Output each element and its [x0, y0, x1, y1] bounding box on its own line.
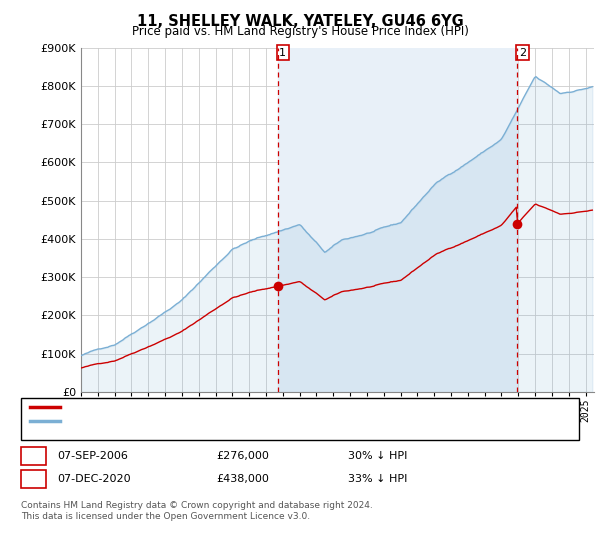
Text: 1: 1	[280, 48, 286, 58]
Text: 11, SHELLEY WALK, YATELEY, GU46 6YG: 11, SHELLEY WALK, YATELEY, GU46 6YG	[137, 14, 463, 29]
Text: 2: 2	[30, 474, 37, 484]
Text: Price paid vs. HM Land Registry's House Price Index (HPI): Price paid vs. HM Land Registry's House …	[131, 25, 469, 38]
Text: 07-DEC-2020: 07-DEC-2020	[57, 474, 131, 484]
Text: Contains HM Land Registry data © Crown copyright and database right 2024.
This d: Contains HM Land Registry data © Crown c…	[21, 501, 373, 521]
Bar	[278, 48, 517, 392]
Text: 33% ↓ HPI: 33% ↓ HPI	[348, 474, 407, 484]
Text: 2: 2	[518, 48, 526, 58]
Text: 11, SHELLEY WALK, YATELEY, GU46 6YG (detached house): 11, SHELLEY WALK, YATELEY, GU46 6YG (det…	[66, 402, 368, 412]
Text: 07-SEP-2006: 07-SEP-2006	[57, 451, 128, 461]
Text: £438,000: £438,000	[216, 474, 269, 484]
Text: £276,000: £276,000	[216, 451, 269, 461]
Text: HPI: Average price, detached house, Hart: HPI: Average price, detached house, Hart	[66, 416, 281, 426]
Text: 1: 1	[30, 451, 37, 461]
Text: 30% ↓ HPI: 30% ↓ HPI	[348, 451, 407, 461]
